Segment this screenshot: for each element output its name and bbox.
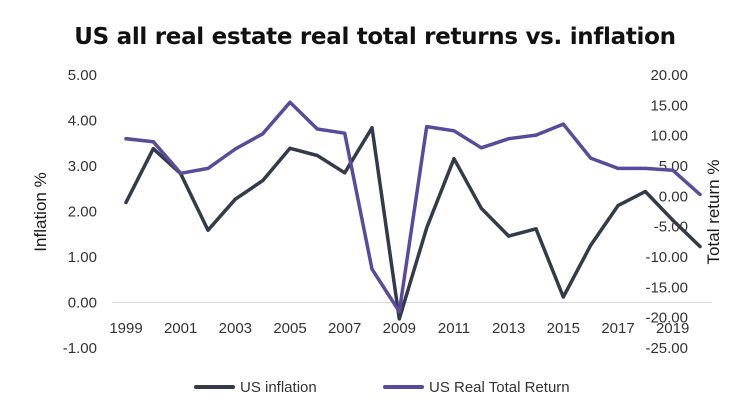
y2-tick-label: 20.00 (650, 67, 688, 84)
data-point (425, 226, 429, 230)
data-point (561, 295, 565, 299)
data-point (698, 244, 702, 249)
series-line-inflation (124, 126, 702, 321)
series-line-total-return (124, 100, 702, 314)
data-point (479, 146, 483, 150)
y-tick-label: 0.00 (68, 295, 97, 312)
x-tick-label: 2017 (601, 320, 634, 337)
data-point (534, 133, 538, 137)
x-tick-label: 2005 (273, 320, 306, 337)
data-point (452, 157, 456, 161)
data-point (479, 206, 483, 210)
data-point (315, 127, 319, 131)
y2-tick-label: 0.00 (659, 188, 688, 205)
data-point (616, 166, 620, 171)
y-tick-label: 2.00 (68, 204, 97, 221)
data-point (698, 192, 702, 197)
y-tick-label: -1.00 (63, 340, 97, 357)
data-point (671, 218, 675, 222)
data-point (288, 146, 292, 150)
y2-tick-label: -25.00 (645, 340, 688, 357)
y-tick-label: 5.00 (68, 67, 97, 84)
y-tick-label: 3.00 (68, 158, 97, 175)
data-point (233, 197, 237, 201)
data-point (397, 317, 401, 321)
x-tick-label: 2013 (492, 320, 525, 337)
legend-label: US Real Total Return (429, 379, 570, 396)
y2-tick-label: -20.00 (645, 310, 688, 327)
legend-label: US inflation (240, 379, 317, 396)
data-point (179, 171, 183, 175)
data-point (589, 243, 593, 247)
y2-tick-label: 10.00 (650, 128, 688, 145)
data-point (671, 168, 675, 172)
x-tick-label: 2003 (219, 320, 252, 337)
data-point (315, 153, 319, 158)
data-point (643, 166, 647, 171)
data-point (507, 234, 511, 238)
data-point (151, 140, 155, 144)
data-point (124, 137, 128, 141)
data-point (616, 203, 620, 208)
x-tick-label: 2001 (164, 320, 197, 337)
data-point (261, 178, 265, 183)
y2-tick-label: -15.00 (645, 279, 688, 296)
chart-title: US all real estate real total returns vs… (74, 24, 676, 50)
y2-tick-label: 15.00 (650, 97, 688, 114)
data-point (233, 147, 237, 151)
x-tick-label: 2011 (438, 320, 470, 337)
data-point (343, 131, 347, 135)
data-point (561, 122, 565, 126)
data-point (206, 228, 210, 232)
y-tick-label: 1.00 (68, 249, 97, 266)
x-tick-label: 2015 (547, 320, 580, 337)
data-point (397, 310, 401, 314)
data-point (151, 147, 155, 151)
data-point (370, 267, 374, 271)
data-point (261, 132, 265, 136)
data-point (288, 100, 292, 104)
data-point (643, 189, 647, 194)
x-tick-label: 2019 (656, 320, 689, 337)
data-point (370, 126, 374, 130)
data-point (452, 129, 456, 133)
data-point (343, 171, 347, 175)
data-point (206, 166, 210, 171)
y-axis-label: Inflation % (31, 172, 50, 251)
y2-tick-label: -5.00 (654, 219, 688, 236)
data-point (589, 156, 593, 160)
data-point (124, 200, 128, 204)
x-tick-label: 2007 (328, 320, 361, 337)
data-point (425, 124, 429, 129)
y-tick-label: 4.00 (68, 113, 97, 130)
x-tick-label: 2009 (383, 320, 416, 337)
data-point (534, 227, 538, 231)
y2-tick-label: -10.00 (645, 249, 688, 266)
x-tick-label: 1999 (109, 320, 142, 337)
y2-axis-label: Total return % (704, 160, 723, 265)
data-point (507, 137, 511, 141)
